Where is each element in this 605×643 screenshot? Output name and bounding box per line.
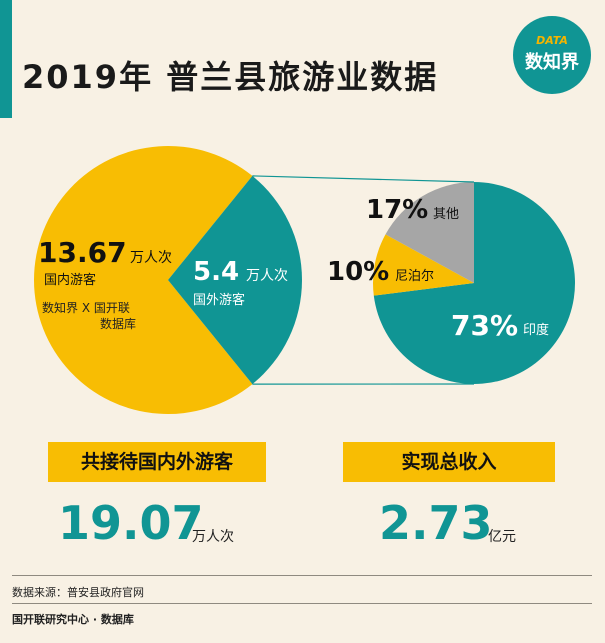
logo-top-text: DATA xyxy=(536,34,568,47)
india-label: 印度 xyxy=(523,322,549,338)
data-source: 数据来源：普安县政府官网 xyxy=(12,586,144,599)
domestic-value: 13.67 xyxy=(38,236,127,269)
footer-divider-2 xyxy=(12,603,592,604)
pie-slice-domestic xyxy=(33,146,253,414)
foreign-unit: 万人次 xyxy=(246,268,288,284)
india-value: 73% xyxy=(451,309,518,342)
page-title: 2019年 普兰县旅游业数据 xyxy=(22,58,439,96)
watermark-line-1: 数知界 X 国开联 xyxy=(42,300,130,315)
foreign-value: 5.4 xyxy=(193,257,239,287)
nepal-label: 尼泊尔 xyxy=(395,269,434,284)
logo-main-text: 数知界 xyxy=(525,52,579,73)
brand-logo: DATA 数知界 xyxy=(513,16,591,94)
other-label: 其他 xyxy=(433,207,459,222)
domestic-label: 国内游客 xyxy=(44,272,96,288)
domestic-unit: 万人次 xyxy=(130,250,172,266)
total-visitors-unit: 万人次 xyxy=(192,529,234,545)
pie-slice-foreign xyxy=(168,175,302,385)
total-visitors-value: 19.07 xyxy=(58,496,204,550)
pie-slice-india xyxy=(373,181,575,384)
accent-bar xyxy=(0,0,12,118)
total-revenue-unit: 亿元 xyxy=(488,529,516,545)
footer-divider xyxy=(12,575,592,576)
footer-org: 国开联研究中心 · 数据库 xyxy=(12,613,134,626)
total-visitors-label: 共接待国内外游客 xyxy=(48,442,266,482)
pie-slice-other xyxy=(385,182,474,283)
foreign-label: 国外游客 xyxy=(193,292,245,308)
total-revenue-value: 2.73 xyxy=(379,496,493,550)
total-revenue-label: 实现总收入 xyxy=(343,442,555,482)
other-value: 17% xyxy=(366,195,428,225)
connector-line-top xyxy=(252,175,475,183)
watermark-line-2: 数据库 xyxy=(100,316,136,331)
pie-slice-nepal xyxy=(372,234,474,296)
nepal-value: 10% xyxy=(327,257,389,287)
